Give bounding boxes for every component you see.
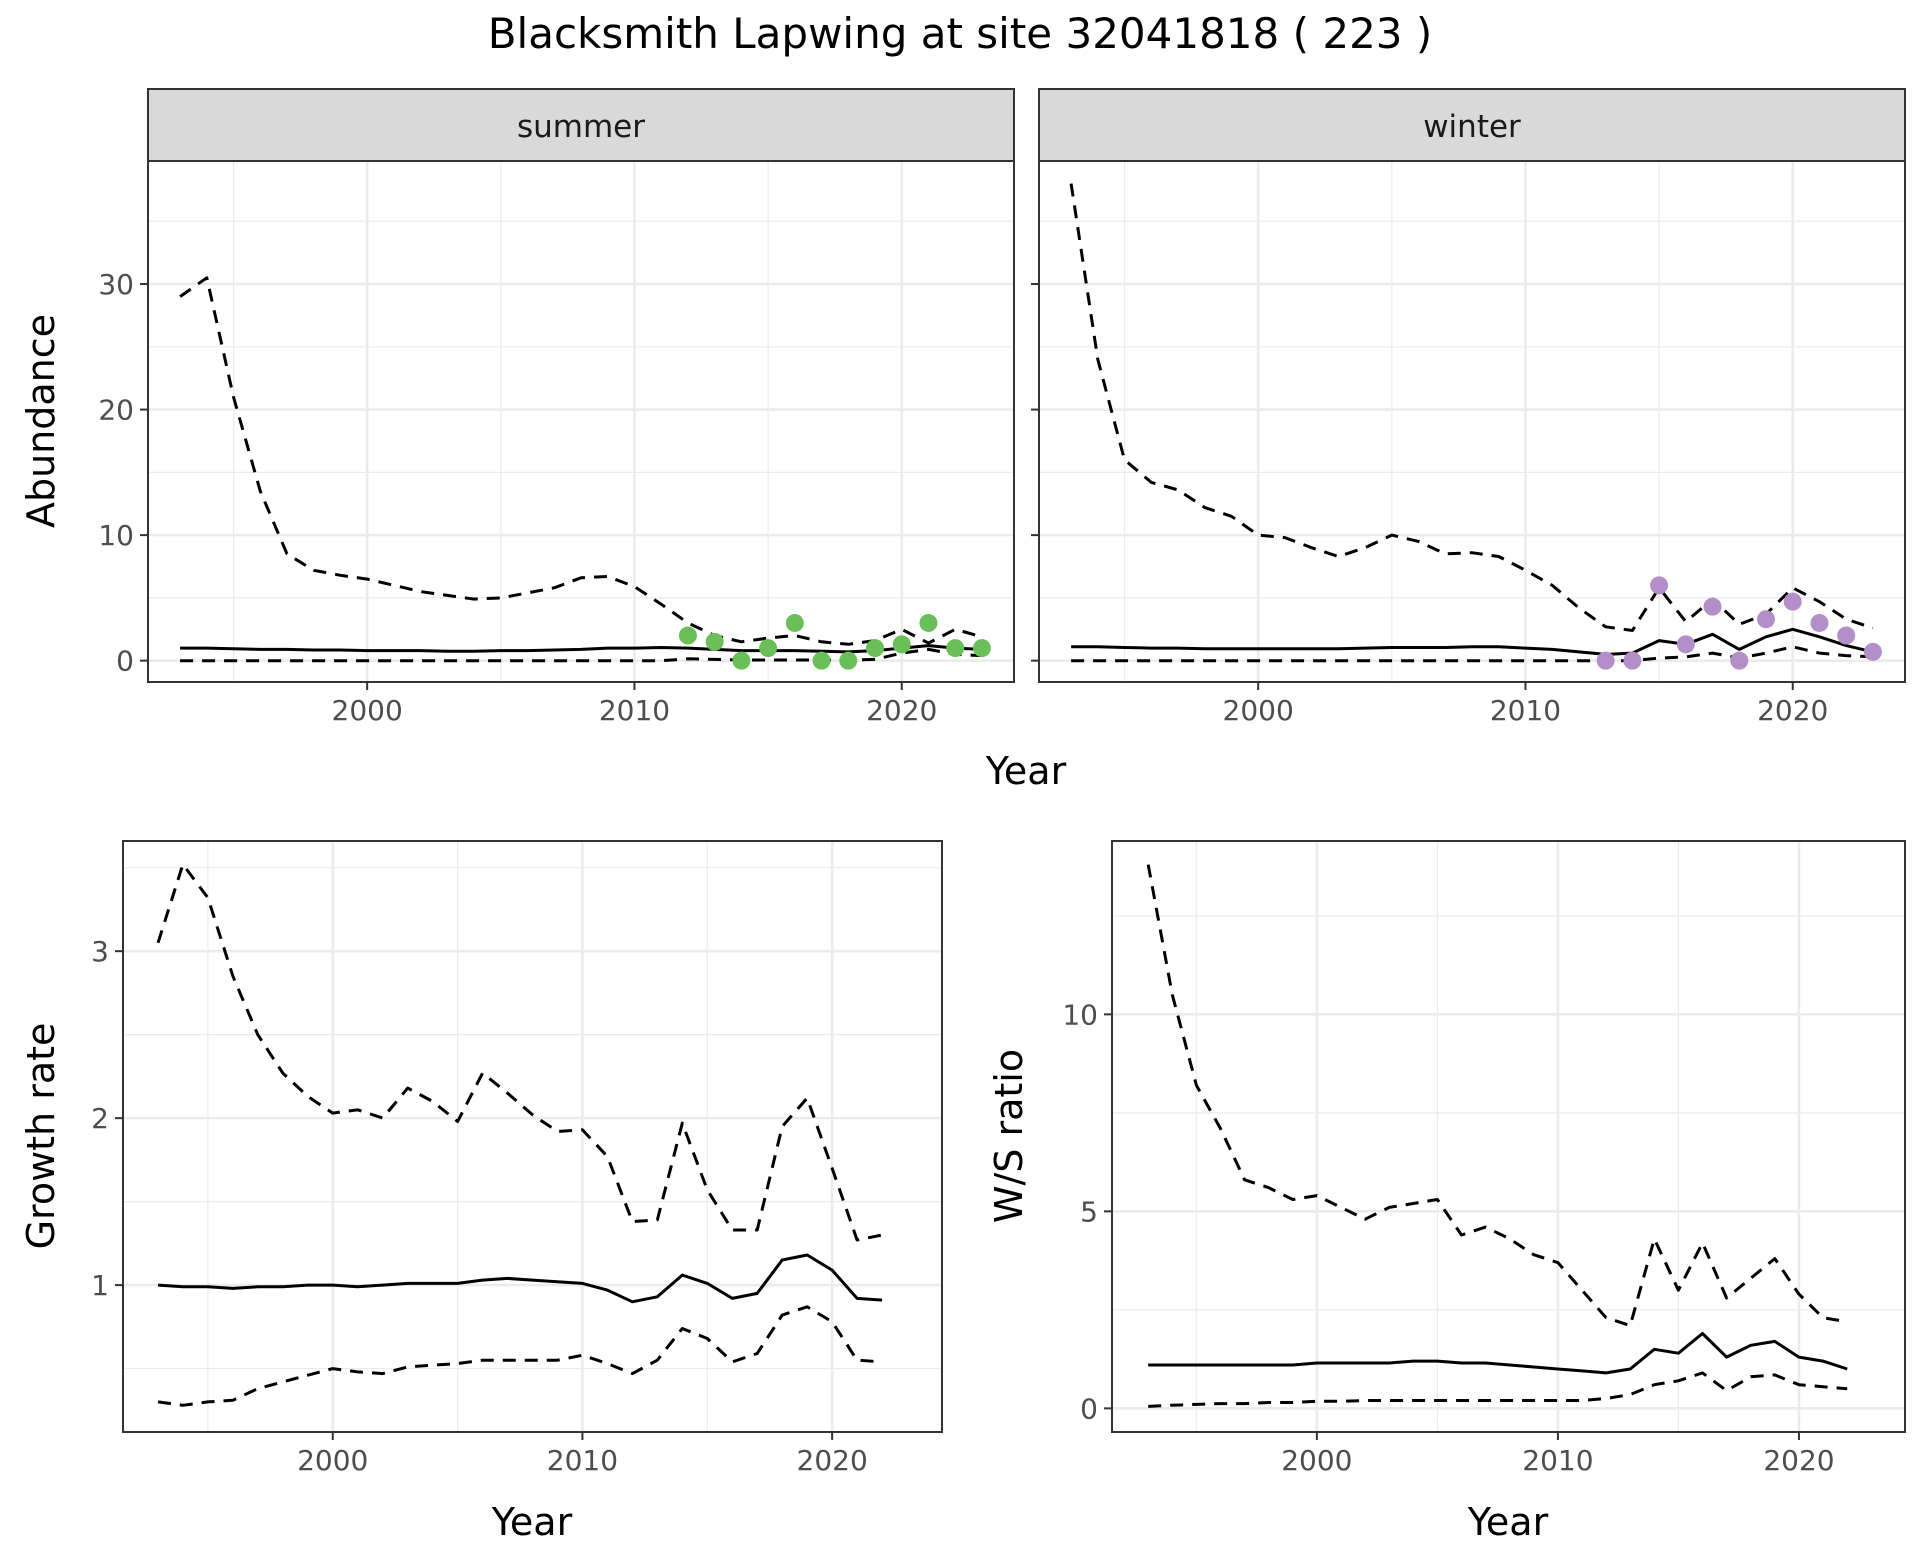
summer-series-estimate-line — [180, 644, 982, 654]
winter-observed-point — [1837, 626, 1856, 645]
growth-plot-border — [122, 840, 943, 1433]
summer-strip — [147, 88, 1015, 162]
growth-x-tick-label: 2000 — [297, 1444, 368, 1477]
figure-title: Blacksmith Lapwing at site 32041818 ( 22… — [488, 9, 1433, 58]
winter-x-tick-label: 2000 — [1223, 694, 1294, 727]
summer-plot-border — [147, 160, 1015, 683]
summer-y-tick-label: 10 — [98, 519, 134, 552]
growth-x-axis-title: Year — [491, 1500, 573, 1544]
summer-observed-point — [892, 635, 911, 654]
winter-series-upper-bound-line — [1069, 183, 1874, 632]
summer-series-upper-bound-line — [179, 276, 983, 646]
summer-observed-point — [919, 613, 938, 632]
summer-observed-point — [759, 639, 778, 658]
winter-observed-point — [1757, 610, 1776, 629]
growth-series-lower-bound-line — [157, 1305, 883, 1407]
growth-y-tick-label: 2 — [91, 1102, 109, 1135]
summer-observed-point — [785, 613, 804, 632]
summer-y-tick-label: 20 — [98, 394, 134, 427]
ratio-x-tick-label: 2010 — [1522, 1444, 1593, 1477]
summer-strip-label: summer — [517, 109, 645, 145]
summer-observed-point — [705, 632, 724, 651]
winter-series-estimate-line — [1071, 627, 1874, 656]
growth-rate-panel: 2000 2010 2020 1 2 3 — [91, 840, 943, 1477]
summer-observed-point — [946, 639, 965, 658]
ratio-series-upper-bound-line — [1146, 864, 1848, 1328]
summer-y-tick-label: 0 — [116, 645, 134, 678]
summer-y-tick-label: 30 — [98, 268, 134, 301]
summer-observed-point — [839, 651, 858, 670]
winter-observed-point — [1676, 635, 1695, 654]
summer-observed-point — [732, 651, 751, 670]
ratio-y-axis-title: W/S ratio — [987, 1049, 1031, 1223]
summer-observed-point — [866, 639, 885, 658]
ratio-y-tick-label: 5 — [1080, 1195, 1098, 1228]
winter-observed-point — [1783, 592, 1802, 611]
abundance-y-axis-title: Abundance — [19, 314, 63, 528]
summer-observed-point — [678, 626, 697, 645]
winter-observed-point — [1703, 597, 1722, 616]
summer-observed-point — [972, 639, 991, 658]
winter-observed-point — [1623, 651, 1642, 670]
winter-observed-point — [1650, 576, 1669, 595]
ratio-x-axis-title: Year — [1467, 1500, 1549, 1544]
winter-observed-point — [1863, 642, 1882, 661]
winter-x-tick-label: 2020 — [1757, 694, 1828, 727]
summer-x-tick-label: 2010 — [599, 694, 670, 727]
winter-plot-border — [1038, 160, 1906, 683]
ratio-series-estimate-line — [1148, 1332, 1848, 1375]
ratio-plot-border — [1111, 840, 1906, 1433]
winter-observed-point — [1596, 651, 1615, 670]
summer-observed-point — [812, 651, 831, 670]
ratio-x-tick-label: 2000 — [1281, 1444, 1352, 1477]
summer-abundance-panel: summer 2000 2010 2020 0 10 20 30 — [98, 88, 1015, 727]
winter-strip-label: winter — [1423, 109, 1521, 145]
abundance-x-axis-title: Year — [985, 749, 1067, 793]
winter-abundance-panel: winter 2000 2010 2020 — [1031, 88, 1906, 727]
growth-y-tick-label: 1 — [91, 1269, 109, 1302]
ratio-y-tick-label: 0 — [1080, 1392, 1098, 1425]
growth-y-tick-label: 3 — [91, 935, 109, 968]
ratio-series-lower-bound-line — [1148, 1371, 1848, 1408]
growth-x-tick-label: 2020 — [797, 1444, 868, 1477]
winter-x-tick-label: 2010 — [1490, 694, 1561, 727]
growth-y-axis-title: Growth rate — [19, 1023, 63, 1250]
winter-observed-point — [1810, 613, 1829, 632]
winter-observed-point — [1730, 651, 1749, 670]
growth-series-estimate-line — [157, 1253, 883, 1304]
ratio-x-tick-label: 2020 — [1763, 1444, 1834, 1477]
ratio-y-tick-label: 10 — [1062, 998, 1098, 1031]
summer-x-tick-label: 2000 — [332, 694, 403, 727]
growth-x-tick-label: 2010 — [547, 1444, 618, 1477]
ws-ratio-panel: 2000 2010 2020 0 5 10 — [1062, 840, 1906, 1477]
summer-x-tick-label: 2020 — [866, 694, 937, 727]
growth-series-upper-bound-line — [156, 862, 883, 1242]
